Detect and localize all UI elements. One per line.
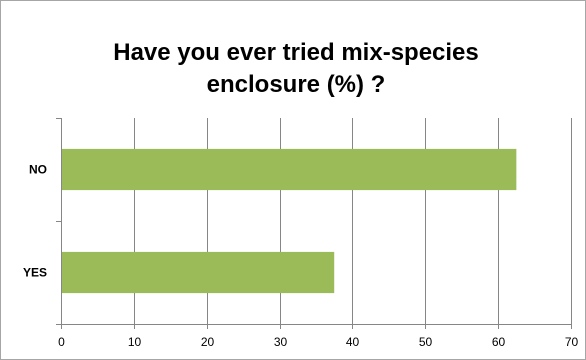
x-tick-label-10: 10 bbox=[128, 335, 142, 349]
x-tick-label-70: 70 bbox=[565, 335, 579, 349]
x-tick-label-40: 40 bbox=[346, 335, 360, 349]
axes bbox=[56, 118, 572, 329]
category-label-yes: YES bbox=[23, 266, 47, 280]
x-tick-label-60: 60 bbox=[492, 335, 506, 349]
bars bbox=[61, 148, 517, 294]
category-label-no: NO bbox=[29, 163, 47, 177]
x-tick-label-50: 50 bbox=[419, 335, 433, 349]
x-tick-label-0: 0 bbox=[58, 335, 65, 349]
x-tick-label-30: 30 bbox=[274, 335, 288, 349]
bar-no bbox=[61, 148, 517, 191]
bar-yes bbox=[61, 251, 335, 294]
chart-title: Have you ever tried mix-species enclosur… bbox=[113, 39, 479, 98]
x-tick-label-20: 20 bbox=[201, 335, 215, 349]
labels: 0 10 20 30 40 50 60 70 NO YES bbox=[23, 163, 579, 350]
